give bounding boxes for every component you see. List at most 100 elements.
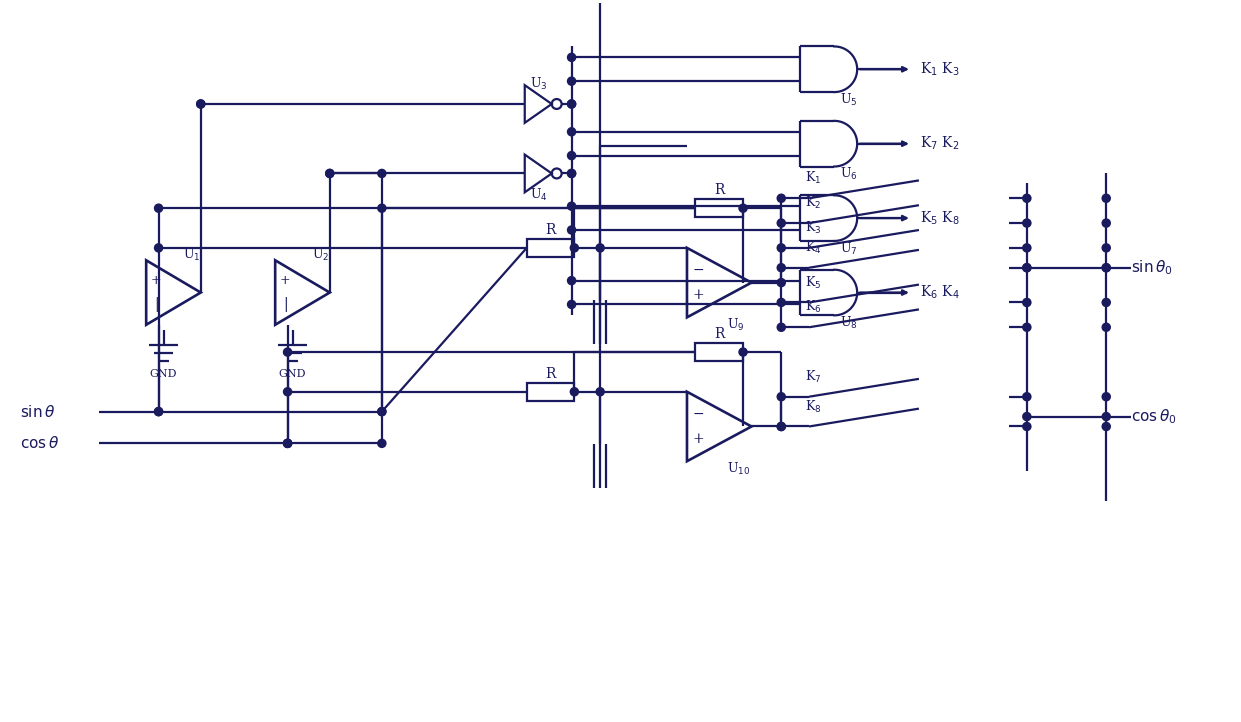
Circle shape (283, 438, 293, 448)
Text: K$_2$: K$_2$ (805, 195, 822, 212)
Text: +: + (692, 432, 704, 446)
Circle shape (567, 201, 576, 211)
Text: +: + (151, 274, 161, 287)
Circle shape (283, 387, 293, 396)
Bar (695, 199, 743, 217)
Circle shape (567, 99, 576, 109)
Text: U$_{10}$: U$_{10}$ (727, 461, 751, 477)
Text: $\sin\theta$: $\sin\theta$ (20, 404, 55, 419)
Text: U$_3$: U$_3$ (530, 76, 547, 92)
Circle shape (567, 225, 576, 235)
Circle shape (154, 406, 164, 417)
Text: GND: GND (150, 370, 177, 379)
Text: U$_1$: U$_1$ (184, 247, 201, 264)
Circle shape (1023, 193, 1031, 203)
Circle shape (1023, 297, 1031, 308)
Circle shape (777, 218, 786, 228)
Text: U$_5$: U$_5$ (840, 92, 858, 108)
Circle shape (596, 387, 604, 396)
Text: K$_6$: K$_6$ (805, 300, 822, 316)
Circle shape (1023, 243, 1031, 253)
Text: $\cos\theta$: $\cos\theta$ (20, 435, 58, 451)
Text: K$_5$ K$_8$: K$_5$ K$_8$ (920, 209, 959, 227)
Text: |: | (283, 297, 288, 312)
Text: K$_5$: K$_5$ (805, 274, 822, 291)
Circle shape (567, 77, 576, 86)
Circle shape (283, 347, 293, 357)
Text: K$_4$: K$_4$ (805, 240, 822, 256)
Circle shape (777, 422, 786, 431)
Text: −: − (692, 407, 704, 421)
Circle shape (567, 169, 576, 178)
Circle shape (738, 204, 748, 213)
Circle shape (777, 422, 786, 431)
Circle shape (738, 347, 748, 357)
Bar (526, 383, 575, 401)
Bar (695, 343, 743, 361)
Text: $\sin\theta_0$: $\sin\theta_0$ (1131, 258, 1173, 277)
Text: −: − (692, 263, 704, 277)
Circle shape (567, 127, 576, 136)
Circle shape (1102, 323, 1111, 332)
Text: K$_8$: K$_8$ (805, 399, 822, 414)
Circle shape (567, 169, 576, 178)
Circle shape (325, 169, 335, 178)
Circle shape (777, 263, 786, 272)
Text: U$_9$: U$_9$ (727, 317, 745, 334)
Circle shape (570, 387, 580, 396)
Circle shape (1023, 422, 1031, 431)
Text: +: + (279, 274, 290, 287)
Text: R: R (545, 367, 556, 381)
Circle shape (154, 406, 164, 417)
Text: K$_1$ K$_3$: K$_1$ K$_3$ (920, 61, 959, 78)
Circle shape (567, 151, 576, 160)
Text: |: | (154, 297, 159, 312)
Circle shape (377, 438, 387, 448)
Circle shape (777, 243, 786, 253)
Circle shape (283, 438, 293, 448)
Circle shape (777, 193, 786, 203)
Text: K$_6$ K$_4$: K$_6$ K$_4$ (920, 284, 959, 301)
Circle shape (567, 53, 576, 62)
Circle shape (1102, 297, 1111, 308)
Text: U$_6$: U$_6$ (840, 166, 858, 183)
Circle shape (1023, 218, 1031, 228)
Circle shape (1102, 412, 1111, 422)
Circle shape (567, 300, 576, 309)
Circle shape (377, 406, 387, 417)
Circle shape (1102, 263, 1111, 272)
Circle shape (777, 297, 786, 308)
Circle shape (567, 99, 576, 109)
Bar (526, 239, 575, 257)
Circle shape (1023, 412, 1031, 422)
Text: U$_7$: U$_7$ (840, 241, 858, 257)
Circle shape (596, 243, 604, 253)
Circle shape (1023, 323, 1031, 332)
Circle shape (567, 276, 576, 285)
Circle shape (1102, 392, 1111, 401)
Circle shape (1102, 193, 1111, 203)
Circle shape (325, 169, 335, 178)
Text: K$_7$: K$_7$ (805, 369, 822, 385)
Text: U$_8$: U$_8$ (840, 316, 858, 331)
Text: $\cos\theta_0$: $\cos\theta_0$ (1131, 407, 1176, 426)
Text: K$_1$: K$_1$ (805, 170, 822, 186)
Circle shape (154, 243, 164, 253)
Text: GND: GND (279, 370, 307, 379)
Circle shape (1102, 243, 1111, 253)
Text: R: R (714, 183, 725, 197)
Circle shape (196, 99, 206, 109)
Circle shape (570, 243, 580, 253)
Text: +: + (692, 288, 704, 302)
Circle shape (1023, 263, 1031, 272)
Text: U$_2$: U$_2$ (313, 247, 330, 264)
Circle shape (1023, 263, 1031, 272)
Circle shape (377, 406, 387, 417)
Circle shape (377, 169, 387, 178)
Text: R: R (714, 327, 725, 342)
Text: K$_7$ K$_2$: K$_7$ K$_2$ (920, 135, 959, 152)
Circle shape (1023, 392, 1031, 401)
Circle shape (377, 204, 387, 213)
Circle shape (1102, 218, 1111, 228)
Circle shape (777, 323, 786, 332)
